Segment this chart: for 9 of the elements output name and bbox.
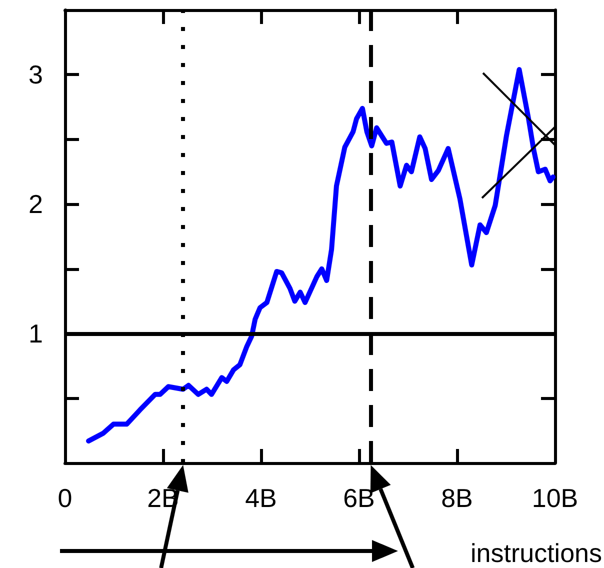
x-tick-label: 8B bbox=[441, 483, 473, 513]
x-tick-label: 6B bbox=[343, 483, 375, 513]
y-tick-label: 2 bbox=[28, 189, 43, 220]
x-axis-title: instructions bbox=[470, 538, 602, 568]
x-tick-label: 0 bbox=[58, 483, 72, 513]
x-tick-label: 10B bbox=[532, 483, 578, 513]
y-tick-label: 1 bbox=[28, 318, 43, 349]
y-tick-label: 3 bbox=[28, 60, 43, 90]
x-tick-label: 4B bbox=[245, 483, 277, 513]
